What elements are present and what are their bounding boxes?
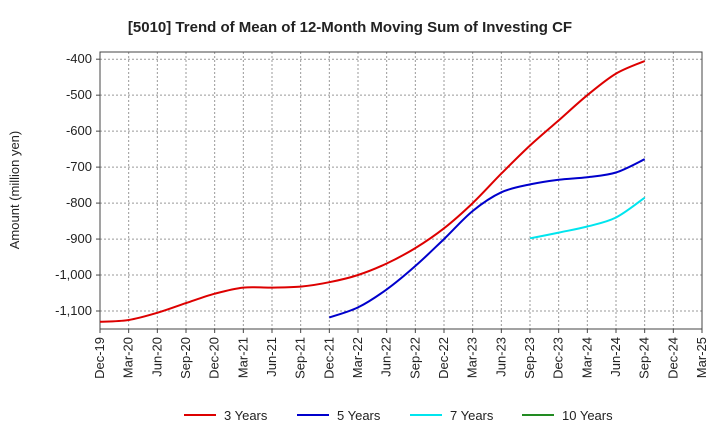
- x-tick-label: Dec-20: [207, 337, 222, 379]
- x-tick-label: Sep-21: [293, 337, 308, 379]
- y-tick-label: -400: [66, 51, 92, 66]
- x-tick-label: Dec-21: [321, 337, 336, 379]
- y-tick-label: -600: [66, 123, 92, 138]
- x-tick-label: Dec-22: [436, 337, 451, 379]
- x-axis: Dec-19 Mar-20 Jun-20 Sep-20 Dec-20 Mar-21 Jun-…: [92, 329, 709, 379]
- x-tick-label: Dec-23: [551, 337, 566, 379]
- x-tick-label: Sep-24: [637, 337, 652, 379]
- series-line-3-years: [99, 60, 646, 323]
- x-tick-label: Mar-20: [121, 337, 136, 378]
- x-tick-label: Mar-23: [465, 337, 480, 378]
- y-tick-label: -500: [66, 87, 92, 102]
- series-layer: [99, 60, 646, 323]
- x-tick-label: Jun-20: [149, 337, 164, 377]
- x-tick-label: Mar-25: [694, 337, 709, 378]
- y-tick-label: -900: [66, 231, 92, 246]
- x-tick-label: Sep-20: [178, 337, 193, 379]
- y-axis: -400 -500 -600 -700 -800 -900 -1,000 -1,100: [55, 51, 100, 318]
- x-tick-label: Dec-19: [92, 337, 107, 379]
- legend: 3 Years 5 Years 7 Years 10 Years: [184, 408, 613, 423]
- y-tick-label: -1,100: [55, 303, 92, 318]
- x-tick-label: Jun-22: [379, 337, 394, 377]
- x-tick-label: Sep-22: [407, 337, 422, 379]
- x-tick-label: Mar-24: [579, 337, 594, 378]
- legend-label-5-years: 5 Years: [337, 408, 381, 423]
- legend-label-10-years: 10 Years: [562, 408, 613, 423]
- legend-label-7-years: 7 Years: [450, 408, 494, 423]
- plot-frame: [99, 51, 703, 330]
- x-tick-label: Dec-24: [665, 337, 680, 379]
- x-tick-label: Sep-23: [522, 337, 537, 379]
- y-tick-label: -1,000: [55, 267, 92, 282]
- y-tick-label: -700: [66, 159, 92, 174]
- y-tick-label: -800: [66, 195, 92, 210]
- x-tick-label: Mar-21: [235, 337, 250, 378]
- x-tick-label: Jun-23: [493, 337, 508, 377]
- x-tick-label: Jun-24: [608, 337, 623, 377]
- grid: [100, 52, 702, 329]
- x-tick-label: Jun-21: [264, 337, 279, 377]
- chart-title: [5010] Trend of Mean of 12-Month Moving …: [128, 19, 572, 36]
- series-line-5-years: [328, 158, 646, 319]
- x-tick-label: Mar-22: [350, 337, 365, 378]
- y-axis-label: Amount (million yen): [7, 131, 22, 250]
- legend-label-3-years: 3 Years: [224, 408, 268, 423]
- series-line-7-years: [529, 196, 646, 240]
